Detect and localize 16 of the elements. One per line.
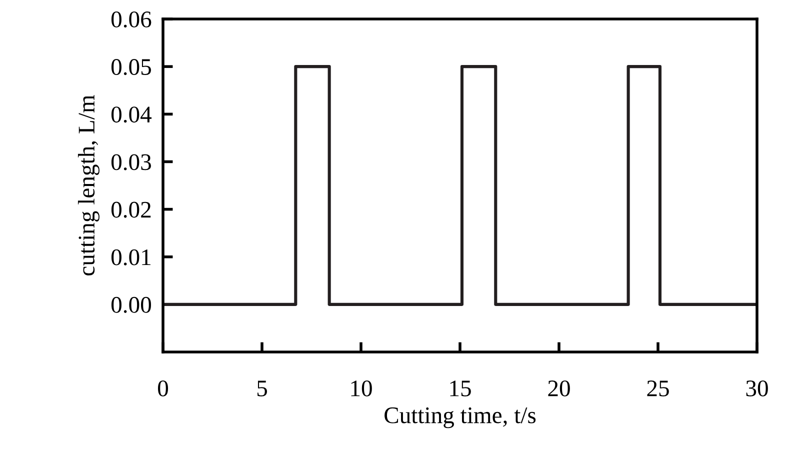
y-tick-label: 0.03: [111, 154, 151, 170]
x-tick-label: 5: [257, 380, 267, 396]
x-tick-label: 25: [647, 380, 669, 396]
y-tick-label: 0.01: [111, 249, 150, 266]
x-tick-label: 15: [450, 380, 471, 396]
y-tick-label: 0.04: [111, 106, 152, 123]
x-tick-label: 20: [548, 380, 570, 396]
x-tick-label: 30: [746, 380, 768, 396]
y-axis-title: cutting length, L/m: [78, 95, 100, 276]
y-tick-label: 0.00: [111, 296, 151, 313]
y-tick-label: 0.06: [111, 11, 152, 28]
x-tick-label: 10: [351, 380, 372, 396]
y-tick-label: 0.02: [111, 202, 151, 218]
y-tick-label: 0.05: [111, 59, 151, 76]
x-tick-label: 0: [158, 380, 168, 396]
x-axis-title: Cutting time, t/s: [384, 407, 536, 428]
